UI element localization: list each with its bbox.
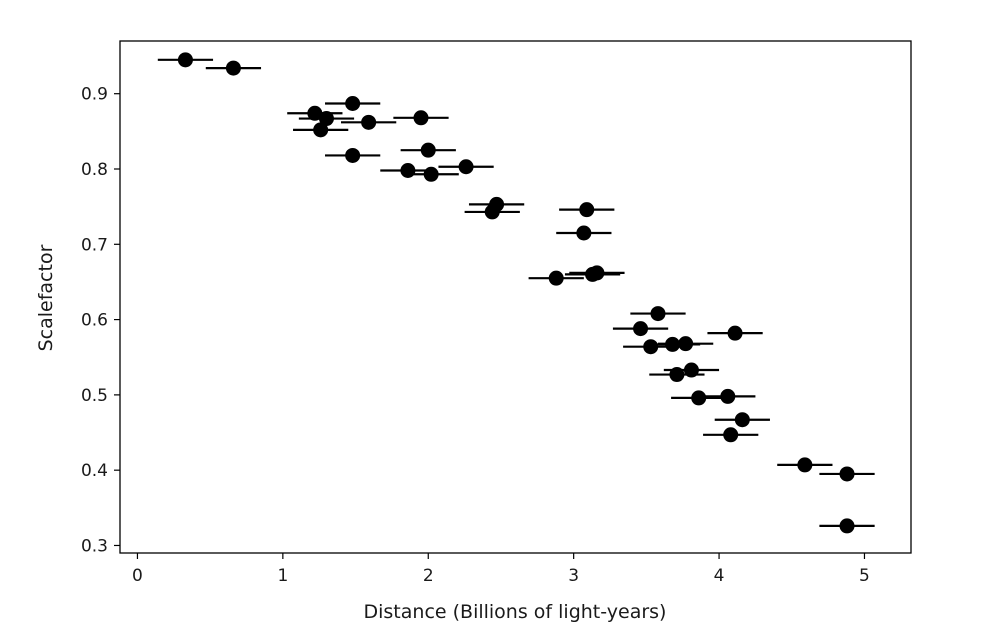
point-marker [225, 60, 241, 76]
y-tick-label: 0.6 [81, 311, 108, 331]
point-marker [361, 114, 377, 130]
data-point [293, 122, 349, 138]
point-marker [413, 110, 429, 126]
y-axis-title: Scalefactor [35, 244, 57, 351]
data-point [657, 336, 714, 352]
point-marker [734, 412, 750, 428]
point-marker [458, 159, 474, 175]
data-point [707, 325, 763, 341]
y-tick-label: 0.3 [81, 536, 108, 556]
data-point [630, 306, 686, 322]
data-point [205, 60, 262, 76]
x-tick-label: 5 [859, 566, 870, 586]
data-point [325, 95, 381, 111]
data-point [559, 202, 615, 218]
point-marker [839, 466, 855, 482]
point-marker [669, 367, 685, 383]
point-marker [400, 163, 416, 179]
data-point [612, 321, 669, 337]
x-axis: 0 1 2 3 4 5 [132, 553, 870, 586]
point-marker [423, 166, 439, 182]
data-point [157, 52, 214, 68]
point-marker [650, 306, 666, 322]
point-marker [307, 105, 323, 121]
point-marker [727, 325, 743, 341]
data-point [819, 518, 875, 534]
x-tick-label: 0 [132, 566, 143, 586]
x-axis-title: Distance (Billions of light-years) [364, 601, 667, 623]
y-tick-label: 0.8 [81, 160, 108, 180]
data-point [341, 114, 397, 130]
point-marker [797, 457, 813, 473]
point-marker [633, 321, 649, 337]
point-marker [345, 147, 361, 163]
x-tick-label: 3 [568, 566, 579, 586]
x-tick-label: 1 [277, 566, 288, 586]
data-point [649, 367, 705, 383]
point-marker [839, 518, 855, 534]
data-point [393, 110, 449, 126]
data-point [528, 270, 584, 286]
data-point [671, 390, 727, 406]
x-tick-label: 2 [423, 566, 434, 586]
y-tick-label: 0.9 [81, 85, 108, 105]
point-marker [723, 427, 739, 443]
point-marker [420, 142, 436, 158]
point-marker [548, 270, 564, 286]
data-point [403, 166, 459, 182]
point-marker [576, 225, 592, 241]
data-point [700, 388, 756, 404]
point-marker [589, 265, 605, 281]
point-marker [177, 52, 193, 68]
y-tick-label: 0.7 [81, 235, 108, 255]
plot-frame [119, 40, 912, 554]
point-marker [313, 122, 329, 138]
data-point [556, 225, 612, 241]
point-marker [678, 336, 694, 352]
data-point [714, 412, 770, 428]
x-tick-label: 4 [714, 566, 725, 586]
point-marker [579, 202, 595, 218]
data-point [703, 427, 759, 443]
point-marker [720, 388, 736, 404]
plot-area [119, 40, 912, 554]
data-point [438, 159, 494, 175]
data-point [569, 265, 625, 281]
y-axis: 0.3 0.4 0.5 0.6 0.7 0.8 0.9 [81, 85, 120, 556]
point-marker [643, 339, 659, 355]
point-marker [691, 390, 707, 406]
point-marker [318, 111, 334, 127]
y-tick-label: 0.4 [81, 461, 108, 481]
point-marker [345, 95, 361, 111]
data-point [819, 466, 875, 482]
data-point [777, 457, 833, 473]
data-point [325, 147, 381, 163]
data-point [464, 204, 520, 220]
point-marker [484, 204, 500, 220]
data-point [298, 111, 355, 127]
data-point [287, 105, 343, 121]
data-point [400, 142, 456, 158]
y-tick-label: 0.5 [81, 386, 108, 406]
